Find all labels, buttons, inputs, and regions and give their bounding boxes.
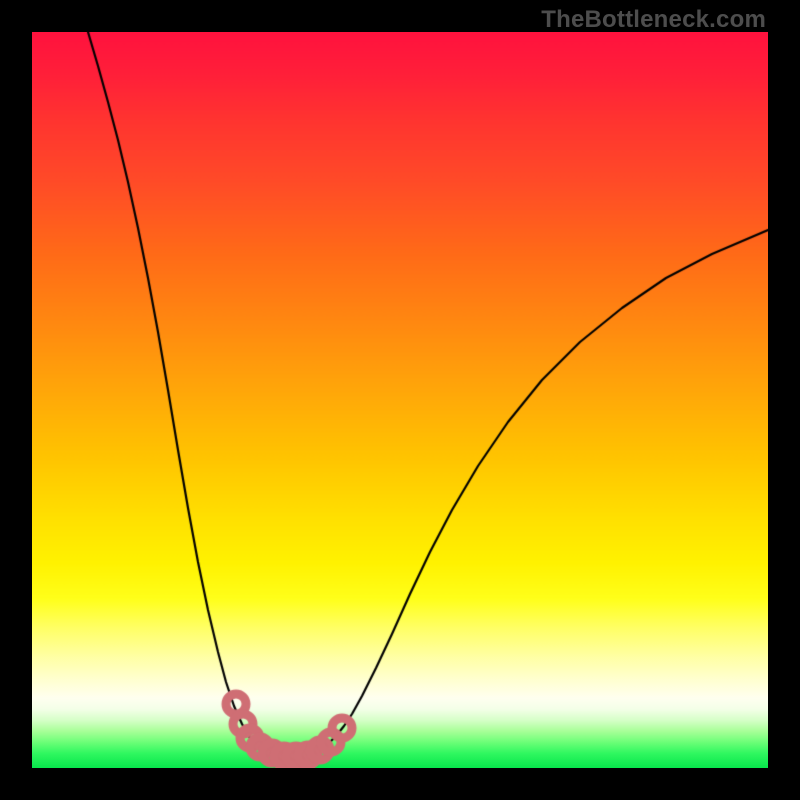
plot-area <box>32 32 768 768</box>
curve-layer <box>32 32 768 768</box>
chart-frame: TheBottleneck.com <box>0 0 800 800</box>
watermark-text: TheBottleneck.com <box>541 6 766 34</box>
